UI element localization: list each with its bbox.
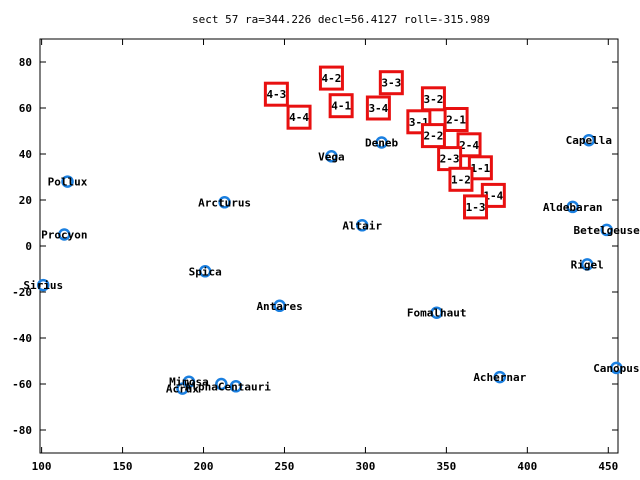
star-marker-spica [198,265,212,278]
star-label: Altair [342,219,382,232]
sector-box-label: 2-3 [440,153,460,166]
star-label: Antares [256,300,302,313]
sector-box-label: 3-3 [381,77,401,90]
y-tick-label: -80 [12,424,32,437]
sector-box [448,166,474,192]
chart-title: sect 57 ra=344.226 decl=56.4127 roll=-31… [192,13,490,26]
star-marker-aldebaran [566,200,579,214]
star-marker-mimosa [182,375,196,388]
x-tick-label: 250 [275,460,295,473]
star-label: Sirius [23,279,63,292]
star-label: Aldebaran [543,201,603,214]
x-tick-label: 150 [113,460,133,473]
star-marker-procyon [58,228,71,241]
star-marker-betelgeuse [600,223,613,237]
axis-ticks: 100 150 200 250 300 350 400 450 -80 -60 -40 -20 0 20 4… [12,39,618,473]
star-marker-pollux [61,175,74,188]
star-label: Canopus [593,362,639,375]
sector-box [420,123,446,149]
x-tick-label: 450 [598,460,618,473]
sector-box [365,95,391,121]
star-marker-canopus [610,361,623,375]
y-tick-label: 80 [19,56,32,69]
star-label: Pollux [48,176,88,189]
sector-box [328,93,354,119]
star-label: Spica [189,265,222,278]
star-marker-arcturus [218,196,231,209]
star-label: Procyon [41,229,87,242]
star-marker-achernar [493,370,507,384]
star-marker-vega [325,150,338,163]
star-marker-acrux [176,382,189,395]
star-marker-deneb [375,136,388,149]
sector-box-label: 1-2 [451,173,471,186]
star-marker-sirius [36,278,50,292]
y-tick-label: 60 [19,102,32,115]
sector-box [420,86,446,112]
y-tick-label: 20 [19,194,32,207]
sector-box [463,194,489,220]
star-label: Fomalhaut [407,307,467,320]
x-tick-label: 200 [194,460,214,473]
star-marker-alphacentauri [229,380,243,393]
star-label: Mimosa [169,376,209,389]
sector-box-label: 1-3 [466,201,486,214]
star-label: Acrux [166,383,199,396]
sector-boxes: 4-34-2 3-34-44-1 3-43-23-1 2-12-22-42-31-11… [263,65,506,220]
sector-box-label: 4-1 [331,100,351,113]
star-marker-antares [273,299,286,313]
star-label: Betelgeuse [574,224,640,237]
star-label: Achernar [473,371,526,384]
sector-box-label: 2-4 [459,139,479,152]
sector-box-label: 3-4 [368,102,388,115]
star-label: Arcturus [198,196,251,209]
sector-box [286,104,312,130]
star-labels: Pollux Procyon Sirius Arcturus Spica Antares V… [23,134,640,395]
sector-box [378,70,404,96]
sector-box-label: 4-3 [266,88,286,101]
y-tick-label: 40 [19,148,32,161]
x-tick-label: 400 [517,460,537,473]
star-marker-capella [582,133,596,147]
star-label: Vega [318,150,345,163]
star-label: Rigel [571,258,604,271]
sector-box-label: 1-1 [470,162,490,175]
star-markers [36,133,623,395]
sector-box [263,81,289,107]
y-tick-label: -60 [12,378,32,391]
star-marker-altair [355,219,369,232]
star-label: Capella [566,134,612,147]
sector-box-label: 4-2 [321,72,341,85]
y-tick-label: 0 [25,240,32,253]
y-tick-label: -40 [12,332,32,345]
star-marker-hadar [215,377,228,391]
sector-box-label: 3-2 [423,93,443,106]
sector-box [318,65,344,91]
sector-box-label: 1-4 [483,189,503,202]
sector-box-label: 2-2 [423,130,443,143]
x-tick-label: 350 [436,460,456,473]
x-tick-label: 300 [355,460,375,473]
sector-box-label: 4-4 [289,111,309,124]
star-marker-fomalhaut [430,306,443,319]
sector-box-label: 2-1 [446,114,466,127]
star-label: Deneb [365,137,398,150]
star-label: AlphaCentauri [185,380,271,393]
star-marker-rigel [580,258,594,271]
sector-box [443,107,469,132]
x-tick-label: 100 [32,460,52,473]
y-tick-label: -20 [12,286,32,299]
